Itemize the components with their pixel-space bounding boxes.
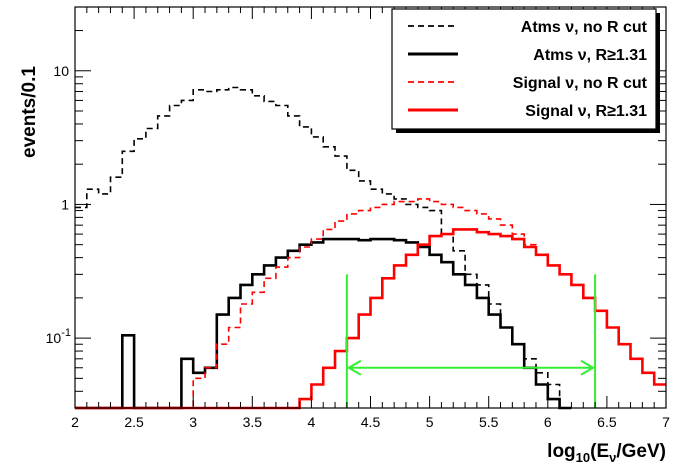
interval-marker [345, 274, 597, 408]
x-tick-label: 4 [308, 414, 316, 430]
legend-label-4: Signal ν, R≥1.31 [525, 103, 647, 120]
y-tick-label-base: 1 [61, 196, 69, 212]
x-tick-label: 2 [71, 414, 79, 430]
y-tick-label: 10 [53, 63, 69, 79]
y-axis-title: events/0.1 [19, 66, 40, 158]
x-tick-label: 3 [189, 414, 197, 430]
y-tick-label-base: 10 [53, 63, 69, 79]
series-2-line [75, 237, 572, 410]
x-tick-label: 6.5 [597, 414, 617, 430]
series-1-line [75, 86, 572, 409]
x-tick-label: 5 [426, 414, 434, 430]
x-tick-label: 2.5 [124, 414, 144, 430]
x-axis-title-open: (E [590, 441, 609, 462]
y-tick-label: 10-1 [46, 327, 71, 346]
series-4-line [75, 228, 666, 410]
interval-right-arrowhead [580, 359, 596, 376]
x-tick-label: 7 [662, 414, 670, 430]
series-layer [75, 86, 666, 410]
x-tick-label: 4.5 [361, 414, 381, 430]
interval-left-arrowhead [346, 359, 362, 376]
x-axis-title-sub: 10 [576, 450, 590, 465]
x-axis-title: log10(Eν/GeV) [547, 441, 666, 465]
x-tick-label: 6 [544, 414, 552, 430]
y-tick-label: 1 [61, 196, 69, 212]
legend-label-2: Atms ν, R≥1.31 [533, 47, 647, 64]
x-tick-label: 5.5 [479, 414, 499, 430]
legend-label-3: Signal ν, no R cut [513, 75, 648, 92]
legend-label-1: Atms ν, no R cut [521, 19, 648, 36]
y-tick-label-exponent: -1 [61, 327, 71, 339]
x-axis-title-nu: ν [609, 450, 616, 465]
y-tick-label-base: 10 [46, 330, 62, 346]
x-tick-label: 3.5 [243, 414, 263, 430]
x-axis-title-base: log [547, 441, 576, 462]
x-axis-title-close: /GeV) [616, 441, 666, 462]
legend: Atms ν, no R cut Atms ν, R≥1.31 Signal ν, … [391, 8, 660, 133]
